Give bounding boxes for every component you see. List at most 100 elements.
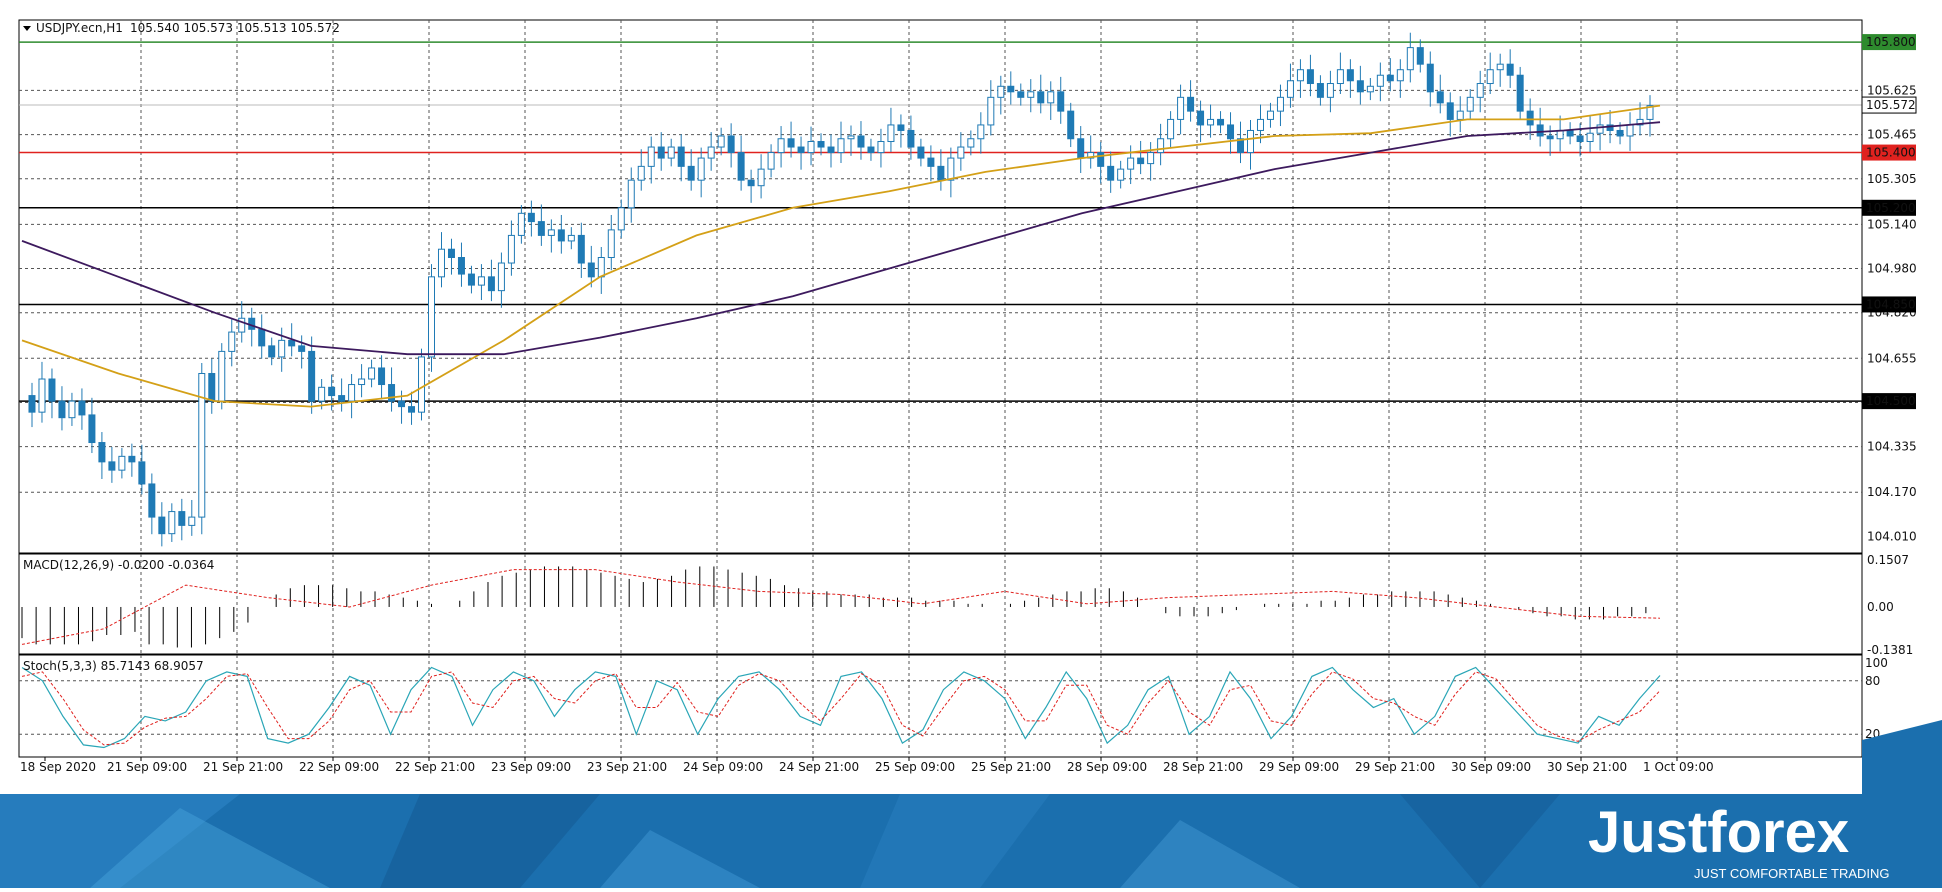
candle <box>527 200 535 237</box>
bearish-candle-body <box>727 135 735 154</box>
bullish-candle-body <box>637 165 645 181</box>
candle <box>1306 54 1314 97</box>
bearish-candle-body <box>288 339 296 347</box>
dropdown-triangle-icon[interactable] <box>23 26 31 31</box>
time-tick-label: 21 Sep 21:00 <box>203 760 283 774</box>
bearish-candle-body <box>1446 102 1454 120</box>
candle <box>1067 102 1075 148</box>
candle <box>1266 102 1274 128</box>
bearish-candle-body <box>527 212 535 223</box>
bullish-candle-body <box>1376 74 1384 87</box>
price-tick-label: 104.010 <box>1867 529 1917 543</box>
candle <box>657 132 665 171</box>
bearish-candle-body <box>1077 138 1085 159</box>
candle <box>837 121 845 164</box>
bearish-candle-body <box>1566 129 1574 137</box>
candle <box>567 227 575 250</box>
bullish-candle-body <box>697 157 705 181</box>
candle <box>1177 84 1185 135</box>
candle <box>517 205 525 244</box>
candle <box>1386 58 1394 92</box>
candle <box>78 388 86 430</box>
level-price-label: 105.800 <box>1866 35 1916 49</box>
candle <box>1326 70 1334 113</box>
candle <box>707 132 715 171</box>
candle <box>807 126 815 166</box>
bullish-candle-body <box>1596 124 1604 134</box>
stoch-title: Stoch(5,3,3) 85.7143 68.9057 <box>23 659 204 673</box>
bearish-candle-body <box>58 400 66 419</box>
time-tick-label: 23 Sep 09:00 <box>491 760 571 774</box>
price-tick-label: 105.140 <box>1867 217 1917 231</box>
bullish-candle-body <box>977 124 985 140</box>
candle <box>1147 142 1155 181</box>
bullish-candle-body <box>997 85 1005 98</box>
candle <box>557 214 565 254</box>
bullish-candle-body <box>477 276 485 286</box>
candle <box>98 432 106 479</box>
bullish-candle-body <box>607 229 615 259</box>
candle <box>1456 96 1464 133</box>
bearish-candle-body <box>1416 47 1424 65</box>
bearish-candle-body <box>258 328 266 347</box>
candle <box>1506 49 1514 88</box>
bullish-candle-body <box>1177 96 1185 120</box>
candle <box>1087 135 1095 169</box>
time-tick-label: 18 Sep 2020 <box>20 760 96 774</box>
level-price-tag <box>1862 34 1916 51</box>
bullish-candle-body <box>1586 132 1594 143</box>
candle <box>1237 121 1245 164</box>
main-price-panel[interactable] <box>18 19 1863 554</box>
price-tick-label: 104.170 <box>1867 485 1917 499</box>
bearish-candle-body <box>1386 74 1394 82</box>
bearish-candle-body <box>927 157 935 167</box>
symbol-title: USDJPY.ecn,H1 <box>36 21 123 35</box>
time-tick-label: 25 Sep 21:00 <box>971 760 1051 774</box>
candle <box>587 245 595 288</box>
stochastic-panel[interactable] <box>18 654 1863 758</box>
candle <box>1247 119 1254 170</box>
price-tick-label: 105.465 <box>1867 128 1917 142</box>
candle <box>607 214 615 271</box>
bullish-candle-body <box>1127 157 1135 170</box>
candle <box>418 348 426 421</box>
candle <box>667 138 675 167</box>
candle <box>677 134 685 182</box>
candle <box>48 368 56 419</box>
level-price-tag <box>1862 144 1916 161</box>
bearish-candle-body <box>1436 91 1444 104</box>
candle <box>268 337 276 366</box>
bearish-candle-body <box>398 400 406 408</box>
bullish-candle-body <box>1276 96 1284 112</box>
macd-panel[interactable] <box>18 553 1863 655</box>
candle <box>138 444 146 495</box>
bearish-candle-body <box>1137 157 1145 165</box>
bullish-candle-body <box>847 135 855 140</box>
candle <box>1037 74 1045 114</box>
bearish-candle-body <box>1007 85 1015 93</box>
candle <box>1596 114 1604 151</box>
candle <box>228 319 236 367</box>
bearish-candle-body <box>178 511 186 526</box>
candle <box>218 343 226 410</box>
bearish-candle-body <box>1546 135 1554 140</box>
candle <box>537 204 545 246</box>
bullish-candle-body <box>647 146 655 167</box>
candle <box>1486 52 1494 95</box>
bullish-candle-body <box>987 96 995 126</box>
candle <box>148 473 156 535</box>
bearish-candle-body <box>1616 129 1624 137</box>
bearish-candle-body <box>138 461 146 485</box>
bearish-candle-body <box>1227 124 1235 140</box>
candle <box>907 115 915 160</box>
bullish-candle-body <box>1476 83 1484 98</box>
candle <box>927 145 935 182</box>
candle <box>1436 74 1444 114</box>
bearish-candle-body <box>108 461 116 471</box>
candle <box>1217 111 1225 134</box>
macd-signal-line <box>21 569 1661 645</box>
bullish-candle-body <box>198 372 206 518</box>
candle <box>1646 95 1654 137</box>
price-tick-label: 104.980 <box>1867 262 1917 276</box>
